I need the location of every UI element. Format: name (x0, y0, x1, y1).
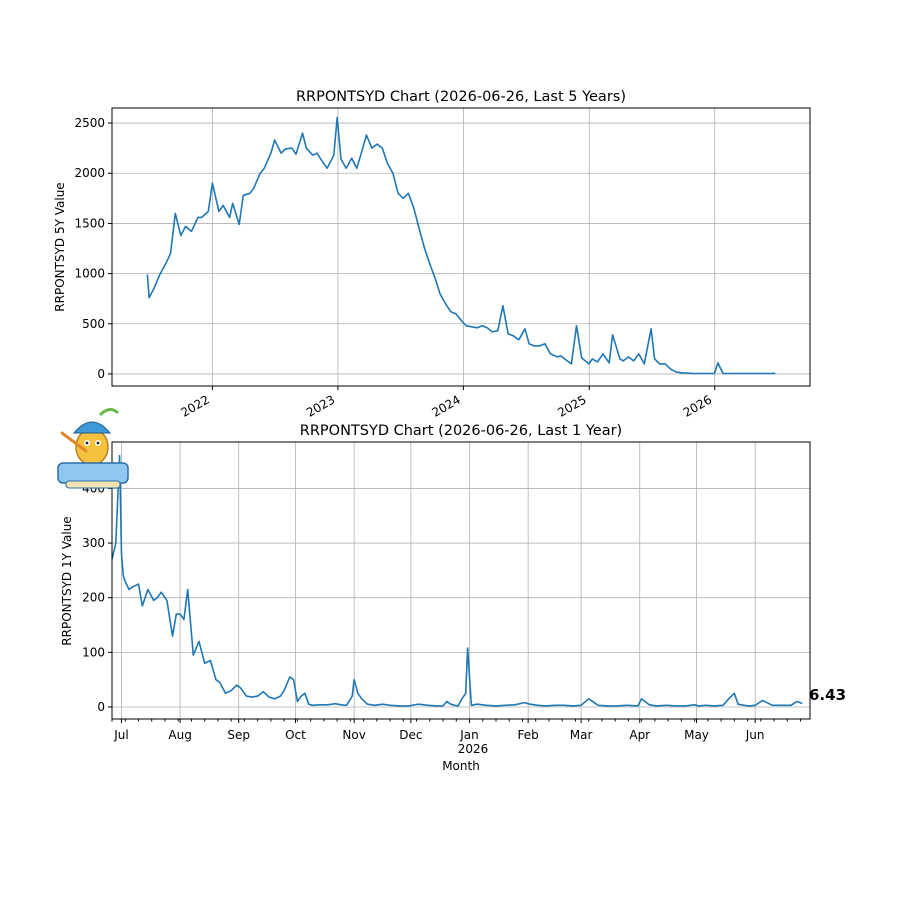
chart-1y-plot-frame (111, 441, 811, 720)
chart-1-year: RRPONTSYD Chart (2026-06-26, Last 1 Year… (60, 423, 846, 773)
chart-1y-x-tick-label: Jan (459, 728, 479, 742)
chart-5y-plot-frame (111, 107, 811, 387)
chart-1y-x-tick-label: Apr (629, 728, 650, 742)
chart-1y-x-tick-label: Oct (285, 728, 306, 742)
chart-1y-x-tick-label: Jul (113, 728, 128, 742)
chart-1y-y-axis-label: RRPONTSYD 1Y Value (60, 516, 74, 645)
chart-1y-y-tick-label: 300 (82, 536, 105, 550)
chart-1y-y-tick-label: 0 (97, 700, 105, 714)
chart-5y-y-tick-label: 1000 (74, 267, 105, 281)
chart-1y-x-axis-label: Month (442, 759, 480, 773)
irvine-stock-logo (57, 408, 129, 489)
chart-5y-y-tick-label: 500 (82, 317, 105, 331)
chart-1y-x-tick-label: Jun (745, 728, 765, 742)
chart-1y-year-sublabel: 2026 (458, 742, 489, 756)
chart-1y-last-value-label: 6.43 (809, 686, 846, 704)
chart-1y-x-tick-label: May (684, 728, 709, 742)
chart-5y-y-tick-label: 0 (97, 367, 105, 381)
chart-5y-y-axis-label: RRPONTSYD 5Y Value (53, 182, 67, 311)
chart-1y-title: RRPONTSYD Chart (2026-06-26, Last 1 Year… (300, 423, 622, 439)
chart-5y-y-tick-label: 2000 (74, 166, 105, 180)
chart-1y-ticks: 0100200300400JulAugSepOctNovDecJanFebMar… (82, 481, 802, 742)
chart-5y-y-tick-label: 2500 (74, 116, 105, 130)
chart-1y-x-tick-label: Nov (342, 728, 365, 742)
chart-5y-y-tick-label: 1500 (74, 216, 105, 230)
chart-1y-grid (112, 442, 810, 719)
chart-5y-title: RRPONTSYD Chart (2026-06-26, Last 5 Year… (296, 89, 626, 105)
chart-1y-x-tick-label: Aug (168, 728, 191, 742)
chart-1y-series-line (111, 454, 803, 707)
chart-1y-y-tick-label: 100 (82, 645, 105, 659)
chart-1y-x-tick-label: Dec (399, 728, 422, 742)
chart-1y-y-tick-label: 200 (82, 591, 105, 605)
chart-1y-x-tick-label: Mar (570, 728, 593, 742)
chart-1y-x-tick-label: Sep (227, 728, 250, 742)
chart-5y-series-line (146, 116, 776, 375)
chart-1y-x-tick-label: Feb (518, 728, 539, 742)
